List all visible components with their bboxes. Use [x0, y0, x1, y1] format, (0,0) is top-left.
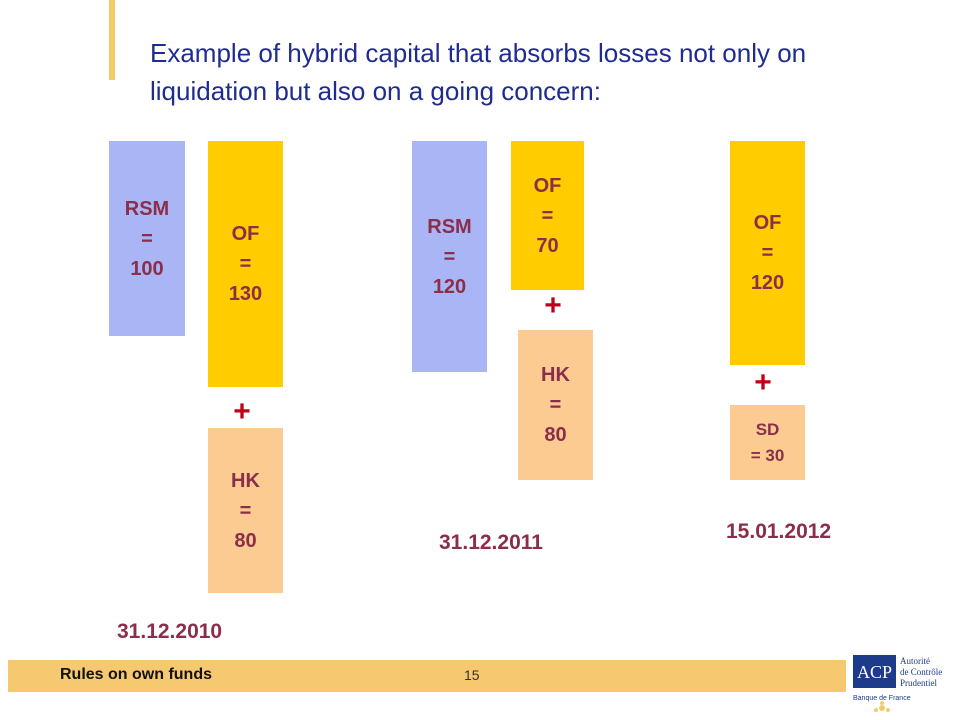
title-accent-bar [109, 0, 115, 80]
page-number: 15 [464, 667, 480, 683]
acp-logo-line1: Autorité [900, 656, 930, 666]
acp-logo: ACP Autorité de Contrôle Prudentiel Banq… [853, 655, 942, 712]
acp-logo-line3: Prudentiel [900, 678, 937, 688]
date-2010: 31.12.2010 [117, 620, 223, 643]
plus-sign-2011: + [544, 289, 562, 322]
rsm-2011-equals: = [443, 245, 456, 268]
rsm-box-2010: RSM = 100 [109, 141, 185, 336]
rsm-2011-value: 120 [432, 275, 467, 298]
hk-2010-value: 80 [234, 529, 257, 552]
footer-band [8, 660, 846, 692]
hk-2011-equals: = [549, 394, 562, 416]
hk-box-2010: HK = 80 [208, 428, 283, 593]
of-2012-value: 120 [750, 272, 785, 294]
date-2012: 15.01.2012 [726, 520, 832, 543]
hk-2011-value: 80 [544, 424, 567, 446]
of-2010-value: 130 [228, 283, 263, 305]
sd-2012-value: = 30 [750, 445, 785, 465]
of-box-2011: OF = 70 [511, 141, 584, 290]
acp-logo-sub: Banque de France [853, 695, 911, 702]
of-2010-equals: = [239, 253, 252, 275]
slide-title: Example of hybrid capital that absorbs l… [150, 38, 807, 106]
of-2011-equals: = [541, 204, 554, 227]
sd-2012-label: SD [755, 419, 780, 439]
of-2010-label: OF [231, 223, 260, 245]
of-box-2010: OF = 130 [208, 141, 283, 387]
banque-de-france-emblem [874, 701, 890, 712]
date-2011: 31.12.2011 [439, 531, 543, 554]
acp-logo-acronym: ACP [857, 662, 892, 682]
rsm-2010-value: 100 [130, 257, 164, 280]
hk-2010-equals: = [239, 499, 252, 522]
hk-2010-label: HK [231, 469, 260, 492]
sd-box-2012: SD = 30 [730, 405, 805, 480]
rsm-2010-equals: = [141, 227, 153, 250]
of-2011-label: OF [533, 174, 562, 197]
footer-label: Rules on own funds [60, 666, 212, 683]
hk-box-2011: HK = 80 [518, 330, 593, 480]
of-2012-label: OF [753, 212, 782, 234]
plus-sign-2012: + [754, 366, 772, 399]
hk-2011-label: HK [541, 364, 570, 386]
acp-logo-line2: de Contrôle [900, 667, 942, 677]
rsm-2010-label: RSM [124, 197, 170, 220]
of-2011-value: 70 [536, 234, 559, 257]
of-box-2012: OF = 120 [730, 141, 805, 365]
acp-logo-box [853, 655, 896, 688]
rsm-2011-label: RSM [427, 215, 472, 238]
of-2012-equals: = [761, 242, 774, 264]
plus-sign-2010: + [233, 395, 251, 428]
rsm-box-2011: RSM = 120 [412, 141, 487, 372]
